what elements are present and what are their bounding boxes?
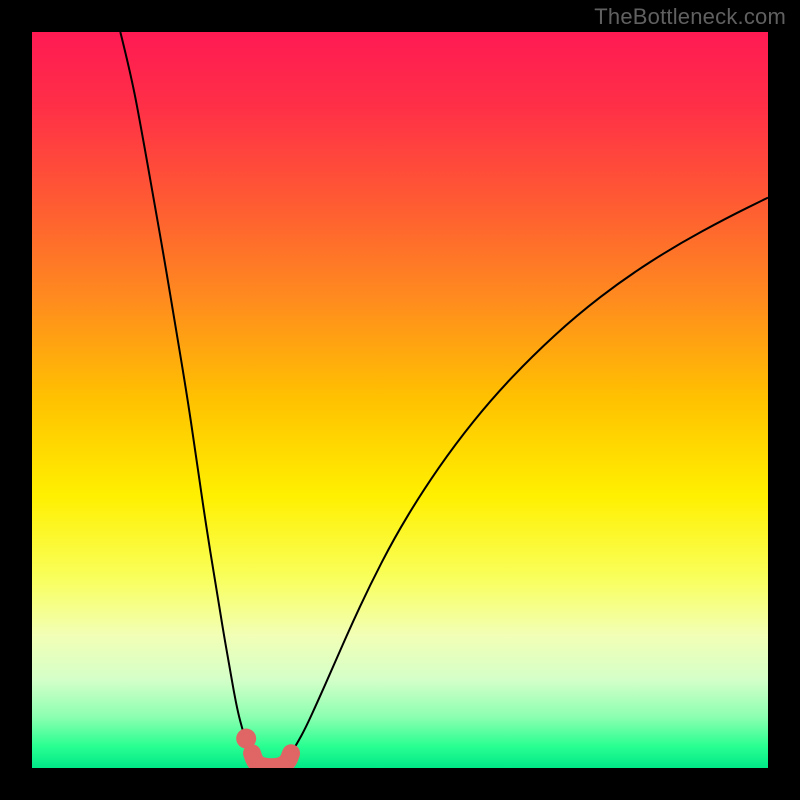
watermark-label: TheBottleneck.com xyxy=(594,4,786,30)
heat-gradient-background xyxy=(32,32,768,768)
optimal-range-dot xyxy=(236,729,256,749)
bottleneck-chart xyxy=(0,0,800,800)
chart-container: TheBottleneck.com xyxy=(0,0,800,800)
